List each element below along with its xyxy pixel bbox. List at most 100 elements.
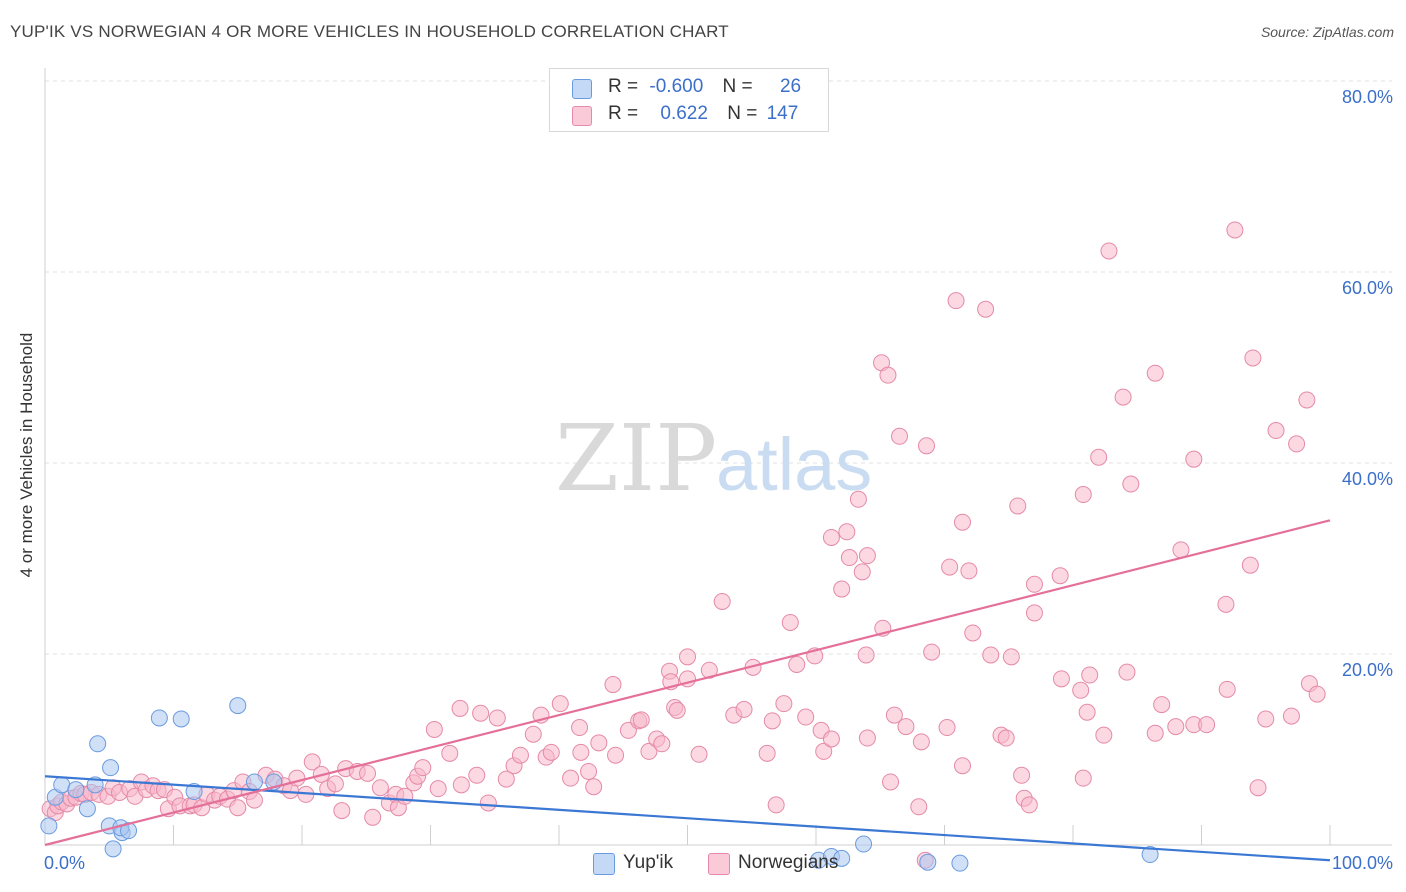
norwegian-point — [735, 700, 753, 718]
norwegian-point — [590, 734, 608, 752]
norwegian-point — [781, 613, 799, 631]
y-tick-label: 20.0% — [1342, 660, 1393, 680]
norwegian-point — [1081, 666, 1099, 684]
yupik-point — [229, 697, 247, 715]
norwegian-point — [1052, 670, 1070, 688]
yupik-point — [89, 735, 107, 753]
norwegian-point — [858, 729, 876, 747]
norwegian-point — [853, 563, 871, 581]
legend-n-value: 26 — [779, 76, 802, 97]
yupik-point — [855, 835, 873, 853]
norwegian-point — [479, 794, 497, 812]
norwegian-point — [326, 775, 344, 793]
norwegian-point — [604, 676, 622, 694]
norwegian-point — [960, 562, 978, 580]
norwegian-point — [977, 300, 995, 318]
norwegian-point — [910, 798, 928, 816]
norwegian-point — [885, 706, 903, 724]
norwegian-point — [1217, 595, 1235, 613]
bottom-legend-swatch-yupik — [593, 853, 615, 875]
norwegian-point — [1074, 769, 1092, 787]
norwegian-point — [857, 646, 875, 664]
norwegian-point — [882, 773, 900, 791]
norwegian-point — [1009, 497, 1027, 515]
yupik-point — [951, 854, 969, 872]
norwegian-point — [572, 743, 590, 761]
norwegian-point — [429, 780, 447, 798]
norwegian-point — [797, 708, 815, 726]
norwegian-point — [1185, 450, 1203, 468]
norwegian-point — [891, 427, 909, 445]
norwegian-point — [1218, 680, 1236, 698]
norwegian-point — [767, 796, 785, 814]
norwegian-point — [333, 802, 351, 820]
legend-n-label: N = — [727, 103, 758, 124]
norwegian-point — [815, 742, 833, 760]
x-tick-label-min: 0.0% — [44, 853, 85, 873]
norwegian-point — [1100, 242, 1118, 260]
norwegian-point — [1025, 604, 1043, 622]
norwegian-point — [822, 730, 840, 748]
yupik-point — [150, 709, 168, 727]
norwegian-point — [822, 528, 840, 546]
norwegian-point — [1090, 448, 1108, 466]
norwegian-point — [562, 769, 580, 787]
norwegian-point — [953, 513, 971, 531]
yupik-point — [120, 822, 138, 840]
norwegian-point — [1118, 663, 1136, 681]
chart-title: YUP'IK VS NORWEGIAN 4 OR MORE VEHICLES I… — [10, 22, 729, 41]
norwegian-point — [1288, 435, 1306, 453]
norwegian-point — [1095, 726, 1113, 744]
norwegian-point — [997, 729, 1015, 747]
norwegian-point — [849, 490, 867, 508]
norwegian-point — [488, 709, 506, 727]
legend-n-value: 147 — [766, 103, 799, 124]
norwegian-point — [472, 704, 490, 722]
norwegian-point — [1122, 475, 1140, 493]
norwegian-point — [923, 643, 941, 661]
norwegian-point — [1226, 221, 1244, 239]
norwegian-point — [941, 558, 959, 576]
norwegian-point — [1308, 685, 1326, 703]
yupik-point — [833, 849, 851, 867]
norwegian-point — [303, 753, 321, 771]
norwegian-point — [441, 744, 459, 762]
norwegian-point — [1013, 766, 1031, 784]
norwegian-point — [1153, 696, 1171, 714]
norwegian-point — [551, 695, 569, 713]
norwegian-point — [452, 776, 470, 794]
norwegian-point — [229, 799, 247, 817]
norwegian-point — [585, 778, 603, 796]
norwegian-point — [763, 712, 781, 730]
norwegian-point — [775, 695, 793, 713]
source-label: Source: ZipAtlas.com — [1260, 24, 1394, 40]
norwegian-point — [1072, 681, 1090, 699]
legend-swatch-norwegians — [572, 106, 592, 126]
norwegian-point — [953, 757, 971, 775]
norwegian-point — [364, 808, 382, 826]
norwegian-point — [1244, 349, 1262, 367]
yupik-point — [919, 853, 937, 871]
y-tick-label: 40.0% — [1342, 469, 1393, 489]
norwegian-point — [1282, 707, 1300, 725]
norwegian-point — [425, 720, 443, 738]
norwegian-point — [1078, 703, 1096, 721]
trend-lines — [44, 519, 1331, 862]
norwegian-point — [524, 725, 542, 743]
yupik-point — [40, 817, 58, 835]
norwegian-point — [1198, 716, 1216, 734]
correlation-legend: R = -0.600 N = 26 R = 0.622 N = 147 — [549, 68, 829, 132]
norwegian-point — [571, 719, 589, 737]
bottom-legend-label-yupik: Yup'ik — [623, 852, 674, 873]
norwegian-point — [1025, 575, 1043, 593]
norwegian-point — [912, 733, 930, 751]
norwegian-point — [1051, 567, 1069, 585]
norwegian-point — [580, 762, 598, 780]
norwegian-point — [879, 366, 897, 384]
legend-r-value: -0.600 — [649, 76, 704, 97]
gridlines — [45, 80, 1392, 655]
y-axis-label: 4 or more Vehicles in Household — [17, 332, 36, 578]
norwegian-point — [838, 523, 856, 541]
